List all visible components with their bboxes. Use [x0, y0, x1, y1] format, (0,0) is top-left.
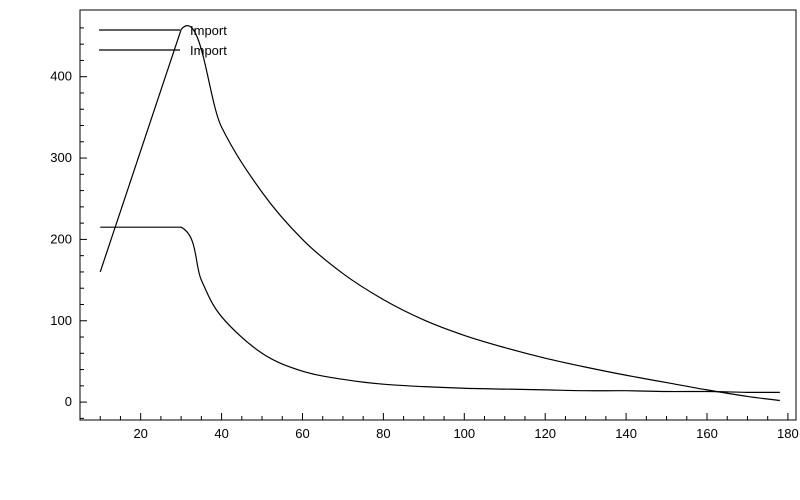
x-tick-label: 160 — [696, 426, 718, 441]
plot-frame — [79, 9, 797, 421]
legend-label-2: Import — [190, 43, 227, 58]
x-tick-label: 60 — [295, 426, 309, 441]
y-tick-label: 100 — [50, 313, 72, 328]
x-tick-label: 140 — [615, 426, 637, 441]
x-tick-label: 180 — [777, 426, 799, 441]
y-tick-label: 400 — [50, 69, 72, 84]
y-axis: 0 100 200 300 400 — [50, 27, 87, 419]
series-layer — [99, 25, 780, 402]
x-axis: 20 40 60 80 100 120 140 160 180 — [99, 413, 799, 441]
x-tick-label: 120 — [534, 426, 556, 441]
y-tick-label: 0 — [65, 394, 72, 409]
x-tick-label: 80 — [376, 426, 390, 441]
x-tick-label: 40 — [214, 426, 228, 441]
legend: Import Import — [99, 23, 227, 58]
x-tick-label: 100 — [453, 426, 475, 441]
series-line-2 — [100, 226, 780, 394]
x-tick-label: 20 — [133, 426, 147, 441]
y-tick-label: 200 — [50, 231, 72, 246]
y-tick-label: 300 — [50, 150, 72, 165]
series-line-1 — [99, 25, 780, 402]
legend-label-1: Import — [190, 23, 227, 38]
